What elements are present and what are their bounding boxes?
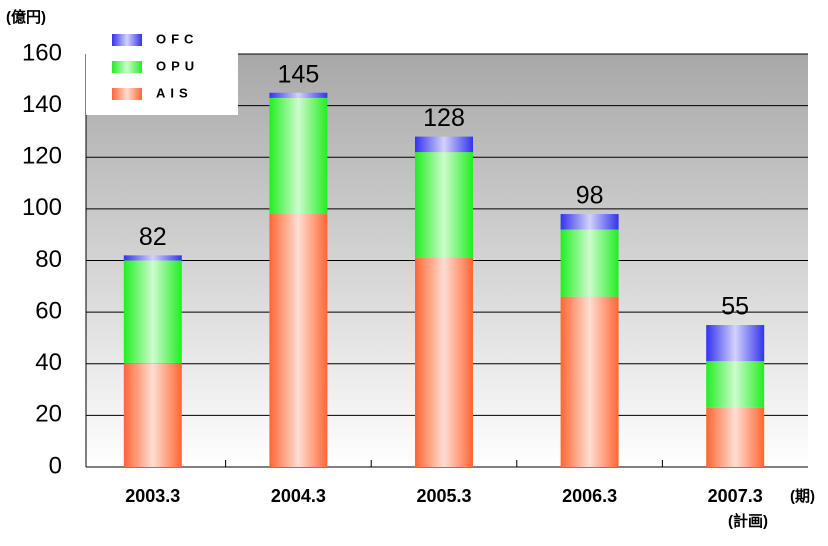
total-label: 98 [576, 182, 604, 210]
legend-label: AIS [156, 85, 193, 100]
x-tick-label: 2007.3 [708, 486, 763, 506]
legend-label: OPU [156, 58, 199, 73]
x-unit: (期) [790, 487, 815, 505]
bar-segment [560, 229, 619, 297]
bar-segment [415, 152, 473, 258]
bar-segment [123, 260, 182, 364]
y-tick-label: 20 [35, 401, 62, 428]
bar-segment [123, 255, 182, 261]
legend-swatch [112, 88, 142, 100]
total-label: 145 [278, 60, 320, 88]
bar-segment [415, 136, 473, 153]
bar-segment [123, 363, 182, 467]
bar-segment [706, 361, 765, 408]
y-tick-label: 160 [22, 39, 62, 66]
bar-segment [560, 296, 619, 467]
y-tick-label: 140 [22, 91, 62, 118]
total-label: 128 [423, 104, 465, 132]
y-unit: (億円) [6, 8, 46, 26]
y-tick-label: 120 [22, 143, 62, 170]
y-tick-label: 40 [35, 349, 62, 376]
bar-segment [560, 214, 619, 230]
total-label: 55 [721, 293, 749, 321]
y-tick-label: 80 [35, 246, 62, 273]
bar-segment [415, 257, 473, 467]
legend-box [86, 26, 238, 115]
y-tick-label: 100 [22, 194, 62, 221]
total-label: 82 [139, 223, 167, 251]
x-tick-label: 2006.3 [562, 486, 617, 506]
legend-label: OFC [156, 31, 198, 46]
bar-segment [269, 97, 328, 215]
bar-segment [269, 92, 328, 98]
bar-segment [269, 214, 328, 467]
x-tick-label: 2005.3 [416, 486, 471, 506]
y-tick-label: 60 [35, 297, 62, 324]
bar-segment [706, 407, 765, 467]
legend-swatch [112, 61, 142, 73]
x-tick-label: 2003.3 [125, 486, 180, 506]
bar-segment [706, 325, 765, 362]
legend-swatch [112, 34, 142, 46]
y-tick-label: 0 [49, 452, 62, 479]
x-tick-label: 2004.3 [271, 486, 326, 506]
annotation: (計画) [728, 512, 768, 530]
